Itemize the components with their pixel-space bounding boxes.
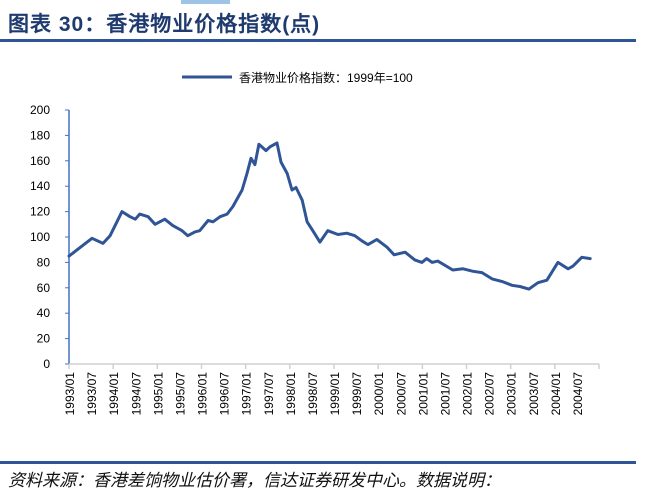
x-axis: 1993/01 1993/07 1994/01 1994/07 1995/01 1995/… [63, 363, 600, 416]
x-tick-label: 2002/01 [461, 372, 475, 416]
footer-rule [0, 461, 636, 464]
x-tick-label: 2001/01 [416, 372, 430, 416]
y-tick-label: 0 [43, 357, 50, 371]
x-tick-label: 2004/01 [549, 372, 563, 416]
x-tick-label: 2004/07 [571, 372, 585, 416]
y-tick-label: 80 [37, 255, 51, 269]
x-tick-label: 1995/01 [151, 372, 165, 416]
x-tick-label: 2003/01 [505, 372, 519, 416]
legend-label: 香港物业价格指数：1999年=100 [239, 70, 413, 85]
figure-title: 图表 30：香港物业价格指数(点) [8, 13, 321, 36]
y-tick-label: 60 [37, 281, 51, 295]
x-tick-label: 1999/07 [350, 372, 364, 416]
x-tick-label: 2003/07 [527, 372, 541, 416]
y-tick-label: 40 [37, 306, 51, 320]
x-tick-label: 1998/01 [284, 372, 298, 416]
x-tick-label: 1997/01 [240, 372, 254, 416]
x-tick-label: 1996/07 [218, 372, 232, 416]
y-tick-label: 100 [30, 230, 50, 244]
y-tick-label: 120 [30, 205, 50, 219]
x-tick-label: 2000/07 [394, 372, 408, 416]
y-tick-label: 200 [30, 103, 50, 117]
y-tick-label: 140 [30, 179, 50, 193]
x-tick-label: 1993/07 [85, 372, 99, 416]
y-axis: 0 20 40 60 80 100 120 140 160 180 200 [30, 103, 70, 371]
y-tick-label: 180 [30, 128, 50, 142]
y-tick-label: 160 [30, 154, 50, 168]
x-tick-label: 1993/01 [63, 372, 77, 416]
x-tick-label: 2002/07 [483, 372, 497, 416]
cropped-fragment [181, 0, 230, 4]
x-tick-label: 2001/07 [438, 372, 452, 416]
x-tick-label: 1994/01 [107, 372, 121, 416]
series-line [67, 141, 592, 291]
x-tick-label: 1995/07 [173, 372, 187, 416]
x-tick-label: 1997/07 [262, 372, 276, 416]
x-tick-label: 1994/07 [129, 372, 143, 416]
legend: 香港物业价格指数：1999年=100 [182, 70, 413, 85]
y-tick-label: 20 [37, 332, 51, 346]
title-rule [0, 39, 636, 42]
x-tick-label: 1998/07 [306, 372, 320, 416]
source-note: 资料来源：香港差饷物业估价署，信达证券研发中心。数据说明： [8, 471, 501, 491]
x-tick-label: 2000/01 [372, 372, 386, 416]
x-tick-label: 1999/01 [328, 372, 342, 416]
x-tick-label: 1996/01 [196, 372, 210, 416]
